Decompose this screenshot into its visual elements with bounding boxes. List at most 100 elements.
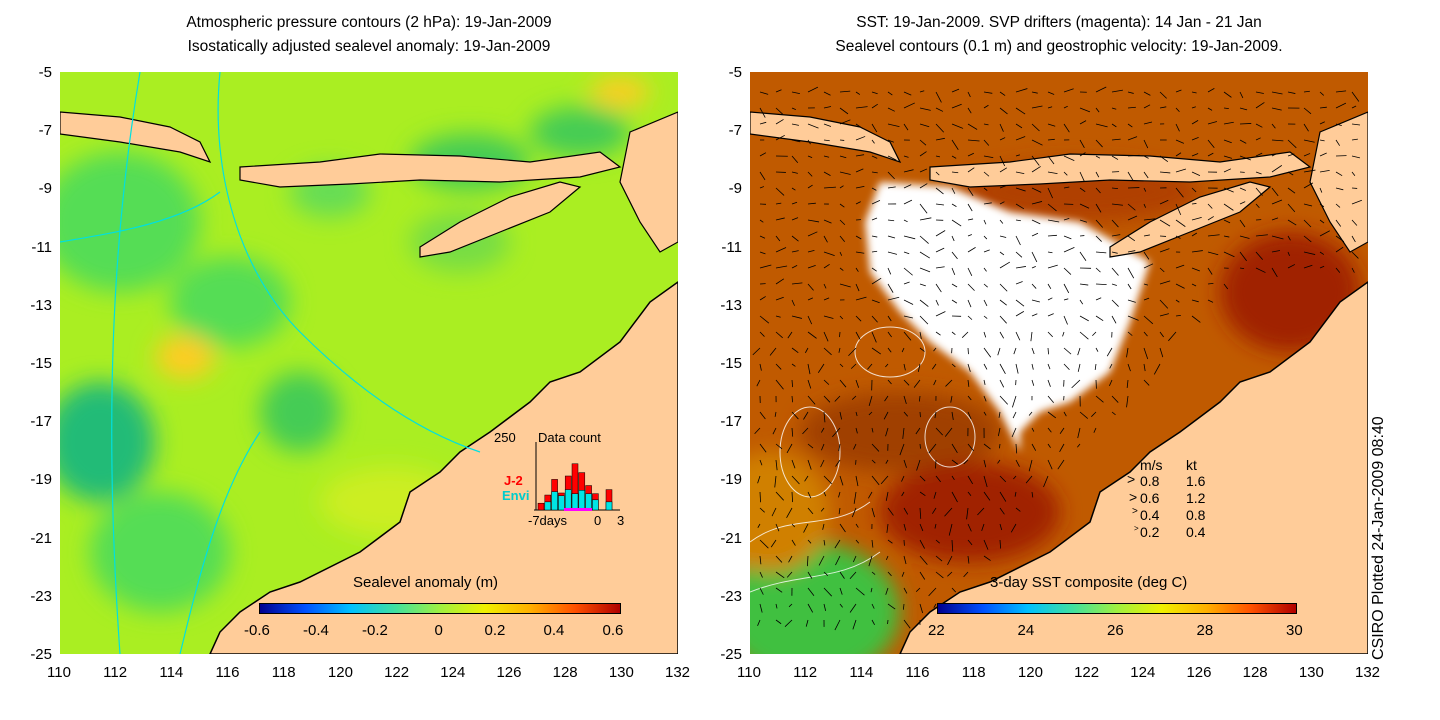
velocity-vector	[887, 267, 892, 275]
velocity-vector	[1126, 395, 1129, 408]
velocity-vector	[1015, 299, 1025, 307]
velocity-vector	[1255, 91, 1264, 94]
velocity-vector	[903, 363, 906, 371]
velocity-vector	[885, 427, 889, 437]
velocity-vector	[1079, 203, 1090, 209]
velocity-vector	[983, 139, 990, 146]
velocity-vector	[1031, 105, 1043, 109]
velocity-vector	[839, 283, 851, 288]
velocity-vector	[1287, 171, 1294, 176]
velocity-vector	[759, 121, 767, 125]
velocity-vector	[807, 331, 817, 339]
envi-bar	[551, 491, 558, 511]
velocity-vector	[1271, 165, 1283, 173]
velocity-vector	[903, 459, 907, 468]
velocity-vector	[999, 185, 1007, 189]
velocity-vector	[1319, 152, 1327, 157]
velocity-vector	[983, 347, 992, 358]
velocity-vector	[1062, 331, 1065, 337]
left-lat-tick-5: -15	[30, 355, 52, 372]
velocity-vector	[1015, 203, 1025, 210]
velocity-vector	[1223, 219, 1231, 224]
velocity-vector	[1031, 491, 1034, 498]
velocity-vector	[839, 119, 851, 125]
velocity-vector	[775, 217, 785, 221]
velocity-vector	[928, 587, 937, 597]
velocity-vector	[1143, 171, 1149, 179]
velocity-vector	[1063, 283, 1070, 294]
velocity-vector	[935, 571, 944, 579]
velocity-vector	[871, 91, 878, 95]
sst-map[interactable]	[750, 72, 1368, 654]
velocity-vector	[1012, 411, 1017, 419]
right-lat-tick-3: -11	[721, 238, 742, 256]
velocity-vector	[787, 331, 793, 339]
velocity-vector	[754, 427, 761, 434]
velocity-vector	[871, 619, 875, 626]
velocity-vector	[823, 587, 833, 597]
velocity-vector	[1287, 203, 1296, 213]
velocity-vector	[759, 331, 765, 337]
velocity-vector	[967, 218, 974, 221]
velocity-vector	[871, 427, 874, 433]
velocity-vector	[853, 443, 857, 450]
velocity-vector	[791, 523, 796, 528]
velocity-vector	[791, 171, 798, 174]
velocity-vector	[759, 603, 763, 613]
velocity-vector	[983, 155, 994, 159]
velocity-vector	[1335, 219, 1342, 227]
velocity-vector	[1239, 235, 1250, 239]
velocity-vector	[999, 283, 1008, 292]
velocity-vector	[1159, 199, 1169, 205]
velocity-vector	[855, 427, 858, 434]
right-colorbar-title: 3-day SST composite (deg C)	[990, 574, 1188, 591]
velocity-vector	[855, 331, 861, 340]
sealevel-anomaly-canvas	[60, 72, 678, 654]
velocity-vector	[1063, 411, 1067, 417]
velocity-vector	[868, 411, 873, 416]
velocity-vector	[791, 459, 796, 469]
velocity-vector	[855, 523, 859, 528]
velocity-vector	[1175, 283, 1185, 289]
velocity-vector	[759, 171, 766, 181]
velocity-vector	[1111, 234, 1121, 237]
velocity-vector	[919, 315, 929, 325]
velocity-vector	[887, 296, 900, 301]
velocity-vector	[1094, 363, 1097, 370]
velocity-vector	[1079, 331, 1089, 340]
right-lat-tick-8: -21	[720, 529, 742, 547]
velocity-vector	[855, 283, 860, 292]
legend-ms-2: 0.6	[1140, 490, 1160, 506]
legend-arrow-3: >	[1132, 506, 1138, 517]
velocity-vector	[999, 201, 1005, 205]
velocity-vector	[759, 491, 761, 503]
legend-header-kt: kt	[1186, 457, 1197, 473]
velocity-vector	[1031, 265, 1036, 269]
velocity-vector	[885, 587, 889, 595]
velocity-vector	[1303, 139, 1315, 143]
inset-x-left: -7days	[528, 513, 568, 528]
velocity-vector	[903, 315, 913, 319]
velocity-vector	[1095, 235, 1102, 242]
velocity-vector	[963, 459, 969, 465]
velocity-vector	[951, 139, 959, 150]
velocity-vector	[1047, 187, 1053, 199]
velocity-vector	[951, 491, 958, 503]
velocity-vector	[915, 427, 921, 435]
sealevel-anomaly-map[interactable]	[60, 72, 678, 654]
velocity-vector	[775, 265, 788, 269]
velocity-vector	[807, 171, 813, 177]
velocity-vector	[832, 427, 841, 438]
velocity-vector	[932, 507, 937, 514]
velocity-vector	[1127, 154, 1140, 157]
left-lat-tick-4: -13	[30, 296, 52, 314]
velocity-vector	[855, 123, 863, 129]
velocity-vector	[1319, 219, 1325, 224]
velocity-vector	[786, 571, 793, 578]
velocity-vector	[999, 261, 1011, 269]
velocity-vector	[1047, 379, 1051, 387]
velocity-vector	[999, 315, 1007, 324]
velocity-vector	[855, 251, 865, 254]
velocity-vector	[784, 619, 793, 627]
velocity-vector	[775, 187, 785, 196]
